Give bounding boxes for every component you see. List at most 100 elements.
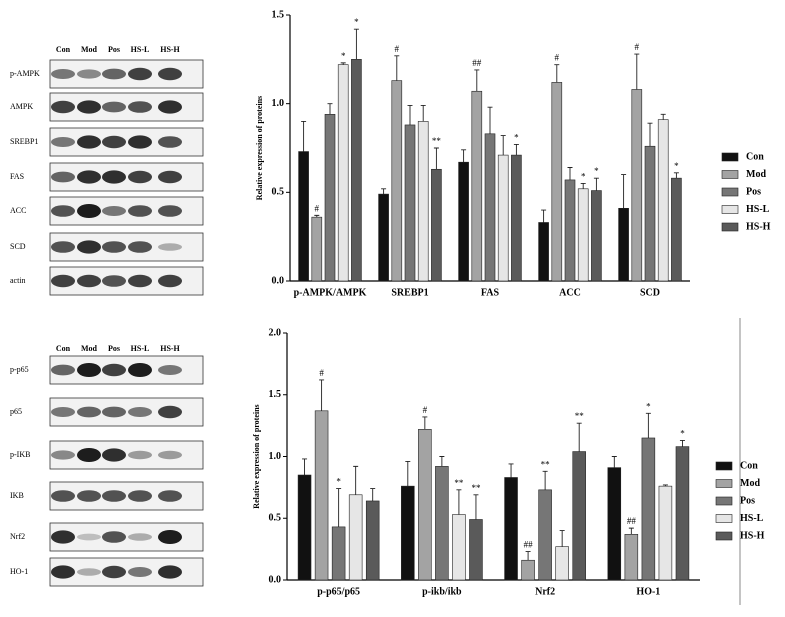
- blot-label: SREBP1: [10, 137, 38, 146]
- error-bar: [576, 422, 582, 452]
- significance-label: *: [341, 51, 346, 61]
- error-bar: [513, 144, 519, 156]
- blot-band: [77, 448, 101, 462]
- bar: [431, 168, 442, 282]
- error-bar: [336, 488, 342, 527]
- blot-band: [77, 363, 101, 377]
- bar: [657, 119, 669, 282]
- legend-swatch: [721, 205, 739, 214]
- x-tick-label: FAS: [481, 287, 500, 298]
- blot-band: [51, 171, 75, 183]
- blot-band: [77, 274, 101, 288]
- error-bar: [679, 439, 685, 447]
- blot-band: [102, 241, 126, 253]
- error-bar: [433, 147, 439, 170]
- blot-band: [51, 407, 75, 417]
- error-bar: [621, 174, 627, 209]
- error-bar: [474, 69, 480, 92]
- error-bar: [542, 470, 548, 490]
- legend-swatch: [715, 514, 733, 523]
- blot-band: [128, 274, 152, 288]
- bar: [618, 207, 629, 282]
- blot-band: [102, 363, 126, 377]
- blot-band: [158, 243, 182, 251]
- legend-swatch: [715, 531, 733, 541]
- legend-swatch: [721, 222, 739, 232]
- bar: [551, 82, 563, 282]
- bar: [337, 64, 349, 282]
- error-bar: [647, 122, 653, 147]
- error-bar: [439, 456, 445, 467]
- bar: [644, 145, 656, 282]
- blot-band: [102, 206, 126, 216]
- bar: [348, 494, 363, 581]
- bar: [314, 410, 329, 581]
- legend-swatch: [721, 187, 739, 197]
- bar: [538, 489, 552, 581]
- legend-swatch: [715, 461, 733, 471]
- blot-label: p-AMPK: [10, 69, 40, 78]
- error-bar: [461, 149, 467, 163]
- bar: [404, 124, 416, 282]
- blot-band: [128, 135, 152, 149]
- bar: [538, 222, 549, 282]
- x-tick-label: p-p65/p65: [317, 586, 360, 597]
- blot-band: [102, 101, 126, 113]
- lane-label: Mod: [81, 45, 98, 54]
- error-bar: [473, 494, 479, 520]
- error-bar: [500, 135, 506, 156]
- blot-label: SCD: [10, 242, 26, 251]
- y-tick-label: 0.0: [272, 275, 285, 286]
- bar: [675, 446, 690, 581]
- bar: [418, 429, 432, 581]
- error-bar: [422, 416, 428, 430]
- legend-label: HS-L: [746, 204, 770, 215]
- blot-band: [77, 69, 101, 79]
- blot-band: [102, 531, 126, 543]
- error-bar: [381, 188, 387, 195]
- bar: [607, 467, 622, 581]
- bar: [391, 80, 403, 282]
- blot-band: [77, 100, 101, 114]
- legend-swatch: [715, 479, 733, 488]
- bar: [555, 546, 569, 581]
- blot-label: HO-1: [10, 567, 28, 576]
- significance-label: ##: [627, 516, 637, 526]
- bar: [564, 179, 576, 282]
- blot-band: [102, 565, 126, 579]
- blot-band: [128, 567, 152, 577]
- bar: [297, 474, 312, 581]
- lane-label: HS-L: [131, 45, 150, 54]
- significance-label: #: [395, 44, 400, 54]
- error-bar: [673, 172, 679, 179]
- error-bar: [541, 209, 547, 223]
- error-bar: [420, 104, 426, 122]
- blot-band: [51, 137, 75, 147]
- bar: [631, 89, 643, 282]
- blot-label: p-p65: [10, 365, 29, 374]
- significance-label: #: [555, 53, 560, 63]
- error-bar: [405, 460, 411, 487]
- y-tick-label: 1.5: [272, 9, 285, 20]
- bar: [458, 161, 469, 282]
- blot-band: [128, 407, 152, 417]
- legend-label: Mod: [740, 478, 760, 489]
- blot-band: [102, 135, 126, 149]
- legend-swatch: [715, 496, 733, 506]
- bar: [417, 121, 429, 282]
- y-tick-label: 1.0: [269, 451, 282, 462]
- error-bar: [525, 551, 531, 561]
- y-axis-label: Relative expression of proteins: [255, 96, 264, 200]
- bar: [469, 519, 483, 581]
- blot-band: [158, 405, 182, 419]
- blot-band: [158, 205, 182, 217]
- error-bar: [580, 183, 586, 189]
- lane-label: Pos: [108, 45, 120, 54]
- error-bar: [353, 465, 359, 495]
- legend-label: Mod: [746, 169, 766, 180]
- x-tick-label: SREBP1: [391, 287, 428, 298]
- blot-band: [77, 135, 101, 149]
- bar: [298, 151, 309, 282]
- bar: [311, 216, 323, 282]
